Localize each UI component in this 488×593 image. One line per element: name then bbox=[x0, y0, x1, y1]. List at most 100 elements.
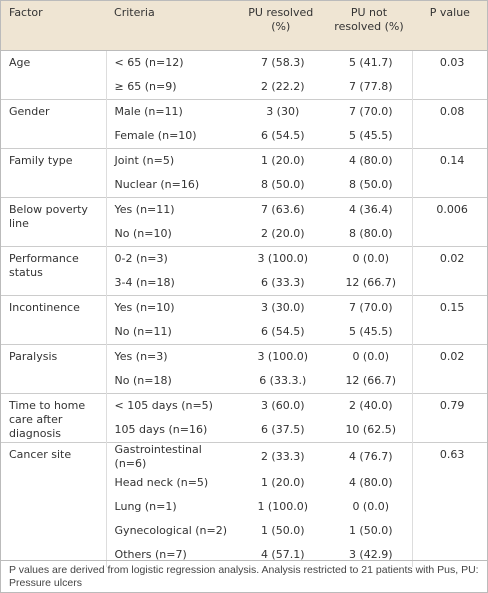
table-row: ≥ 65 (n=9) 2 (22.2) 7 (77.8) bbox=[1, 75, 487, 100]
p-value-cell: 0.79 bbox=[412, 393, 487, 443]
criteria-cell: Lung (n=1) bbox=[114, 500, 177, 513]
not-resolved-cell: 0 (0.0) bbox=[325, 344, 413, 369]
not-resolved-cell: 12 (66.7) bbox=[345, 276, 397, 289]
resolved-cell: 6 (33.3) bbox=[260, 276, 305, 289]
resolved-cell: 3 (100.0) bbox=[236, 344, 326, 369]
table-row: No (n=18) 6 (33.3.) 12 (66.7) bbox=[1, 369, 487, 394]
table-row: Lung (n=1) 1 (100.0) 0 (0.0) bbox=[1, 495, 487, 519]
not-resolved-cell: 8 (50.0) bbox=[348, 178, 393, 191]
table-row: Female (n=10) 6 (54.5) 5 (45.5) bbox=[1, 124, 487, 149]
factor-cell: Performance status bbox=[1, 246, 107, 296]
resolved-cell: 7 (58.3) bbox=[236, 50, 326, 75]
resolved-cell: 1 (20.0) bbox=[260, 476, 305, 489]
factor-cell: Family type bbox=[1, 148, 107, 198]
factor-cell: Below poverty line bbox=[1, 197, 107, 247]
criteria-cell: 105 days (n=16) bbox=[114, 423, 208, 436]
resolved-cell: 6 (54.5) bbox=[260, 129, 305, 142]
criteria-cell: < 105 days (n=5) bbox=[106, 393, 237, 418]
not-resolved-cell: 10 (62.5) bbox=[345, 423, 397, 436]
factor-cell: Age bbox=[1, 50, 107, 100]
table-row: Gender Male (n=11) 3 (30) 7 (70.0) 0.08 bbox=[1, 99, 487, 149]
criteria-cell: Yes (n=10) bbox=[106, 295, 237, 320]
p-value-cell: 0.08 bbox=[412, 99, 487, 149]
table-row: 105 days (n=16) 6 (37.5) 10 (62.5) bbox=[1, 418, 487, 443]
not-resolved-cell: 5 (45.5) bbox=[348, 129, 393, 142]
p-value-cell: 0.02 bbox=[412, 344, 487, 394]
p-value-cell: 0.63 bbox=[412, 442, 487, 567]
criteria-cell: Joint (n=5) bbox=[106, 148, 237, 173]
criteria-cell: No (n=18) bbox=[114, 374, 172, 387]
not-resolved-cell: 5 (41.7) bbox=[325, 50, 413, 75]
not-resolved-cell: 7 (77.8) bbox=[348, 80, 393, 93]
table-row: Below poverty line Yes (n=11) 7 (63.6) 4 (3… bbox=[1, 197, 487, 247]
footnote: P values are derived from logistic regre… bbox=[1, 560, 487, 592]
p-value-cell: 0.14 bbox=[412, 148, 487, 198]
resolved-cell: 8 (50.0) bbox=[260, 178, 305, 191]
not-resolved-cell: 4 (76.7) bbox=[325, 442, 413, 471]
p-value-cell: 0.15 bbox=[412, 295, 487, 345]
column-header: P value bbox=[412, 1, 487, 51]
not-resolved-cell: 3 (42.9) bbox=[348, 548, 393, 561]
resolved-cell: 7 (63.6) bbox=[236, 197, 326, 222]
not-resolved-cell: 7 (70.0) bbox=[325, 99, 413, 124]
results-table: Factor Criteria PU resolved (%) PU not reso… bbox=[1, 1, 487, 567]
table-row: Time to home care after diagnosis < 105 d… bbox=[1, 393, 487, 443]
header-row: Factor Criteria PU resolved (%) PU not reso… bbox=[1, 1, 487, 51]
criteria-cell: No (n=10) bbox=[114, 227, 172, 240]
criteria-cell: Female (n=10) bbox=[114, 129, 197, 142]
table-row: Performance status 0-2 (n=3) 3 (100.0) 0 (0… bbox=[1, 246, 487, 296]
criteria-cell: 0-2 (n=3) bbox=[106, 246, 237, 271]
column-header: Factor bbox=[1, 1, 107, 51]
p-value-cell: 0.02 bbox=[412, 246, 487, 296]
column-header: PU not resolved (%) bbox=[325, 1, 413, 51]
criteria-cell: No (n=11) bbox=[114, 325, 172, 338]
resolved-cell: 6 (37.5) bbox=[260, 423, 305, 436]
factor-cell: Incontinence bbox=[1, 295, 107, 345]
resolved-cell: 1 (20.0) bbox=[236, 148, 326, 173]
resolved-cell: 2 (20.0) bbox=[260, 227, 305, 240]
table-row: Head neck (n=5) 1 (20.0) 4 (80.0) bbox=[1, 471, 487, 495]
resolved-cell: 3 (30.0) bbox=[236, 295, 326, 320]
not-resolved-cell: 0 (0.0) bbox=[325, 246, 413, 271]
criteria-cell: Gynecological (n=2) bbox=[114, 524, 228, 537]
not-resolved-cell: 5 (45.5) bbox=[348, 325, 393, 338]
not-resolved-cell: 0 (0.0) bbox=[352, 500, 390, 513]
factor-cell: Paralysis bbox=[1, 344, 107, 394]
table-row: No (n=11) 6 (54.5) 5 (45.5) bbox=[1, 320, 487, 345]
resolved-cell: 6 (33.3.) bbox=[259, 374, 307, 387]
criteria-cell: < 65 (n=12) bbox=[106, 50, 237, 75]
criteria-cell: Yes (n=11) bbox=[106, 197, 237, 222]
resolved-cell: 3 (60.0) bbox=[236, 393, 326, 418]
criteria-cell: Others (n=7) bbox=[114, 548, 187, 561]
factor-cell: Time to home care after diagnosis bbox=[1, 393, 107, 443]
not-resolved-cell: 8 (80.0) bbox=[348, 227, 393, 240]
resolved-cell: 1 (100.0) bbox=[257, 500, 309, 513]
resolved-cell: 3 (100.0) bbox=[236, 246, 326, 271]
criteria-cell: Yes (n=3) bbox=[106, 344, 237, 369]
resolved-cell: 2 (33.3) bbox=[236, 442, 326, 471]
table-row: Age < 65 (n=12) 7 (58.3) 5 (41.7) 0.03 bbox=[1, 50, 487, 100]
resolved-cell: 4 (57.1) bbox=[260, 548, 305, 561]
not-resolved-cell: 4 (36.4) bbox=[325, 197, 413, 222]
resolved-cell: 6 (54.5) bbox=[260, 325, 305, 338]
not-resolved-cell: 7 (70.0) bbox=[325, 295, 413, 320]
resolved-cell: 2 (22.2) bbox=[260, 80, 305, 93]
table-row: 3-4 (n=18) 6 (33.3) 12 (66.7) bbox=[1, 271, 487, 296]
column-header: Criteria bbox=[106, 1, 237, 51]
table-row: Nuclear (n=16) 8 (50.0) 8 (50.0) bbox=[1, 173, 487, 198]
not-resolved-cell: 4 (80.0) bbox=[348, 476, 393, 489]
factor-cell: Cancer site bbox=[1, 442, 107, 567]
criteria-cell: Male (n=11) bbox=[106, 99, 237, 124]
resolved-cell: 3 (30) bbox=[236, 99, 326, 124]
criteria-cell: Nuclear (n=16) bbox=[114, 178, 200, 191]
not-resolved-cell: 4 (80.0) bbox=[325, 148, 413, 173]
criteria-cell: 3-4 (n=18) bbox=[114, 276, 175, 289]
p-value-cell: 0.006 bbox=[412, 197, 487, 247]
factor-cell: Gender bbox=[1, 99, 107, 149]
not-resolved-cell: 2 (40.0) bbox=[325, 393, 413, 418]
table-row: Cancer site Gastrointestinal (n=6) 2 (33.3… bbox=[1, 442, 487, 567]
table-row: Incontinence Yes (n=10) 3 (30.0) 7 (70.0) 0.… bbox=[1, 295, 487, 345]
table-row: Family type Joint (n=5) 1 (20.0) 4 (80.0) 0.… bbox=[1, 148, 487, 198]
column-header: PU resolved (%) bbox=[236, 1, 326, 51]
table-row: Others (n=7) 4 (57.1) 3 (42.9) bbox=[1, 543, 487, 567]
